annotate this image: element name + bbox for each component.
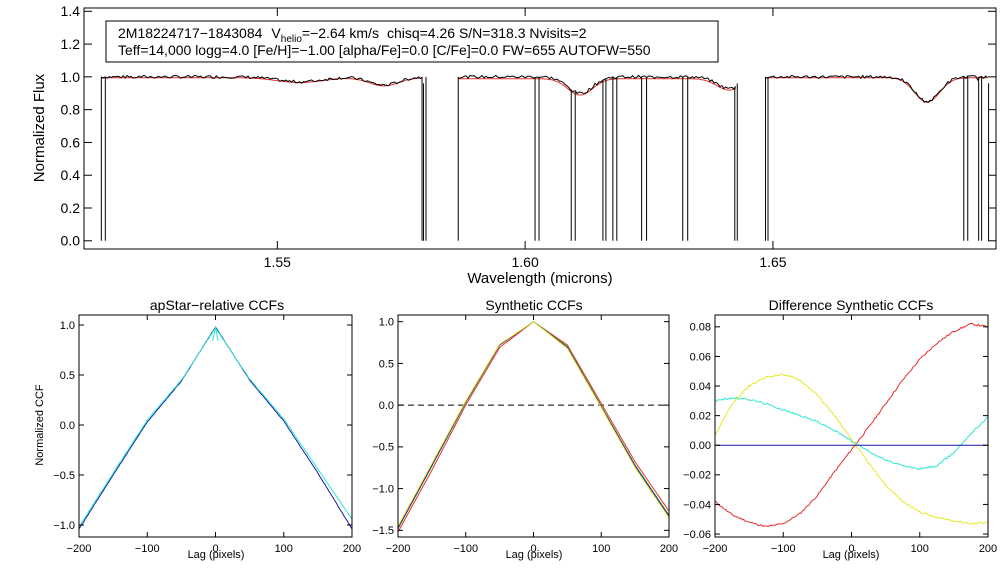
spectrum-axes-frame	[83, 7, 997, 250]
spectrum-ytick-label: 0.0	[61, 233, 81, 249]
apstar-ccf-xtick-label: 0	[212, 543, 218, 555]
diff-ccf-ytick-label: 0.08	[690, 322, 711, 334]
spectrum-ytick-label: 0.8	[61, 102, 81, 118]
apstar-ccf-ytick-label: −0.5	[53, 470, 75, 482]
diff-ccf-ytick-label: −0.02	[683, 470, 711, 482]
spectrum-xtick-label: 1.65	[759, 254, 786, 270]
apstar-ccf-xtick-label: 100	[275, 543, 293, 555]
synthetic-ccf-ticks: −200 −100 0 100 200 −1.5 −1.0 −0.5 0.0 0.5 1.0	[372, 315, 678, 555]
annotation-line-1: 2M18224717−1843084 Vhelio=−2.64 km/s chisq…	[118, 25, 587, 45]
synthetic-ccf-ytick-label: 0.0	[379, 400, 394, 412]
annotation-frame	[105, 20, 719, 63]
spectrum-xtick-label: 1.60	[512, 254, 539, 270]
observed-spectrum-line	[458, 74, 737, 95]
diff-ccf-xtick-label: 0	[848, 543, 854, 555]
spectrum-ylabel: Normalized Flux	[31, 73, 48, 182]
spectrum-panel: 1.55 1.60 1.65 0.0 0.2 0.4 0.6 0.8 1.0 1.2 1.4 Wav…	[31, 3, 997, 287]
synthetic-ccf-xtick-label: −200	[386, 543, 411, 555]
apstar-ccf-ytick-label: 0.5	[60, 370, 75, 382]
ccf-series-line-visit-1	[78, 326, 353, 530]
ccf-series-line-yellow	[397, 321, 670, 527]
diff-ccf-data	[714, 322, 989, 528]
apstar-ccf-data	[78, 326, 353, 530]
ccf-series-line-green	[397, 321, 670, 529]
diff-ccf-ytick-label: 0.06	[690, 351, 711, 363]
diff-ccf-ticks: −200 −100 0 100 200 −0.06 −0.04 −0.02 0.00 0.02 0.…	[683, 315, 997, 555]
diff-ccf-xtick-label: −200	[703, 543, 728, 555]
synthetic-ccf-xtick-label: 200	[660, 543, 678, 555]
apstar-ccf-xtick-label: −100	[135, 543, 160, 555]
annotation-star: 2M18224717−1843084	[118, 25, 263, 41]
spectrum-ytick-label: 1.2	[61, 36, 81, 52]
apstar-ccf-ytick-label: 0.0	[60, 420, 75, 432]
synthetic-ccf-axes-frame	[397, 314, 670, 538]
diff-ccf-xtick-label: 100	[911, 543, 929, 555]
synthetic-ccf-xtick-label: 0	[530, 543, 536, 555]
diff-ccf-title: Difference Synthetic CCFs	[769, 297, 934, 313]
ccf-series-line-visit-2	[78, 327, 353, 528]
observed-spectrum-line	[765, 74, 988, 104]
spectrum-xtick-label: 1.55	[264, 254, 291, 270]
apstar-ccf-title: apStar−relative CCFs	[150, 297, 284, 313]
diff-ccf-ytick-label: 0.00	[690, 440, 711, 452]
diff-ccf-ytick-label: 0.02	[690, 410, 711, 422]
diff-ccf-ytick-label: −0.06	[683, 529, 711, 541]
spectrum-ytick-label: 0.4	[61, 167, 81, 183]
annotation-line-2: Teff=14,000 logg=4.0 [Fe/H]=−1.00 [alpha…	[118, 42, 651, 58]
model-spectrum-line	[765, 77, 988, 103]
apstar-ccf-ylabel: Normalized CCF	[34, 384, 46, 466]
diff-ccf-ytick-label: −0.04	[683, 499, 711, 511]
apstar-ccf-ytick-label: 1.0	[60, 320, 75, 332]
spectrum-data	[100, 74, 990, 241]
synthetic-ccf-ytick-label: 1.0	[379, 317, 394, 329]
apstar-ccf-ytick-label: −1.0	[53, 520, 75, 532]
ccf-series-line-blue	[397, 321, 670, 529]
synthetic-ccf-ytick-label: −1.0	[372, 483, 394, 495]
synthetic-ccf-xtick-label: 100	[592, 543, 610, 555]
spectrum-ytick-label: 1.4	[61, 3, 81, 19]
spectrum-annotation-box: 2M18224717−1843084 Vhelio=−2.64 km/s chisq…	[105, 20, 719, 63]
synthetic-ccf-ytick-label: −0.5	[372, 442, 394, 454]
annotation-v-value: =−2.64 km/s	[302, 25, 379, 41]
observed-spectrum-line	[101, 74, 423, 87]
diff-ccf-axes-frame	[714, 314, 989, 538]
ccf-series-line-red	[397, 321, 670, 533]
diff-ccf-xtick-label: 200	[979, 543, 997, 555]
spectrum-xlabel: Wavelength (microns)	[467, 270, 612, 287]
synthetic-ccf-data	[397, 321, 670, 533]
apstar-ccf-xtick-label: 200	[343, 543, 361, 555]
apstar-ccf-xtick-label: −200	[67, 543, 92, 555]
ccf-series-line-red	[714, 322, 989, 528]
ccf-peak-spike	[212, 326, 219, 342]
synthetic-ccf-xtick-label: −100	[453, 543, 478, 555]
synthetic-ccf-title: Synthetic CCFs	[485, 297, 582, 313]
apstar-ccf-panel: apStar−relative CCFs −200 −100 0 100 200 −1.0…	[34, 297, 361, 561]
synthetic-ccf-panel: Synthetic CCFs −200 −100 0 100 200 −1.5 −1.0 −0…	[372, 297, 678, 561]
diff-ccf-xtick-label: −100	[771, 543, 796, 555]
diff-ccf-ytick-label: 0.04	[690, 381, 711, 393]
annotation-stats: chisq=4.26 S/N=318.3 Nvisits=2	[387, 25, 587, 41]
diff-ccf-xlabel: Lag (pixels)	[823, 549, 880, 561]
annotation-v-subscript: helio	[281, 34, 303, 45]
apstar-ccf-xlabel: Lag (pixels)	[188, 549, 245, 561]
synthetic-ccf-ytick-label: 0.5	[379, 358, 394, 370]
model-spectrum-line	[101, 77, 423, 87]
annotation-v-label: V	[271, 25, 281, 41]
spectrum-ytick-label: 0.2	[61, 200, 81, 216]
model-spectrum-line	[458, 78, 736, 96]
spectrum-ytick-label: 1.0	[61, 69, 81, 85]
spectrum-ticks: 1.55 1.60 1.65 0.0 0.2 0.4 0.6 0.8 1.0 1.2 1.4	[61, 3, 996, 270]
synthetic-ccf-xlabel: Lag (pixels)	[506, 549, 563, 561]
ccf-series-line-cyan	[714, 396, 989, 470]
spectrum-ytick-label: 0.6	[61, 134, 81, 150]
ccf-series-line-yellow	[714, 373, 989, 525]
apstar-ccf-ticks: −200 −100 0 100 200 −1.0 −0.5 0.0 0.5 1.0	[53, 315, 361, 555]
diff-ccf-panel: Difference Synthetic CCFs −200 −100 0 100 20…	[683, 297, 997, 561]
synthetic-ccf-ytick-label: −1.5	[372, 525, 394, 537]
apstar-ccf-axes-frame	[78, 314, 353, 538]
